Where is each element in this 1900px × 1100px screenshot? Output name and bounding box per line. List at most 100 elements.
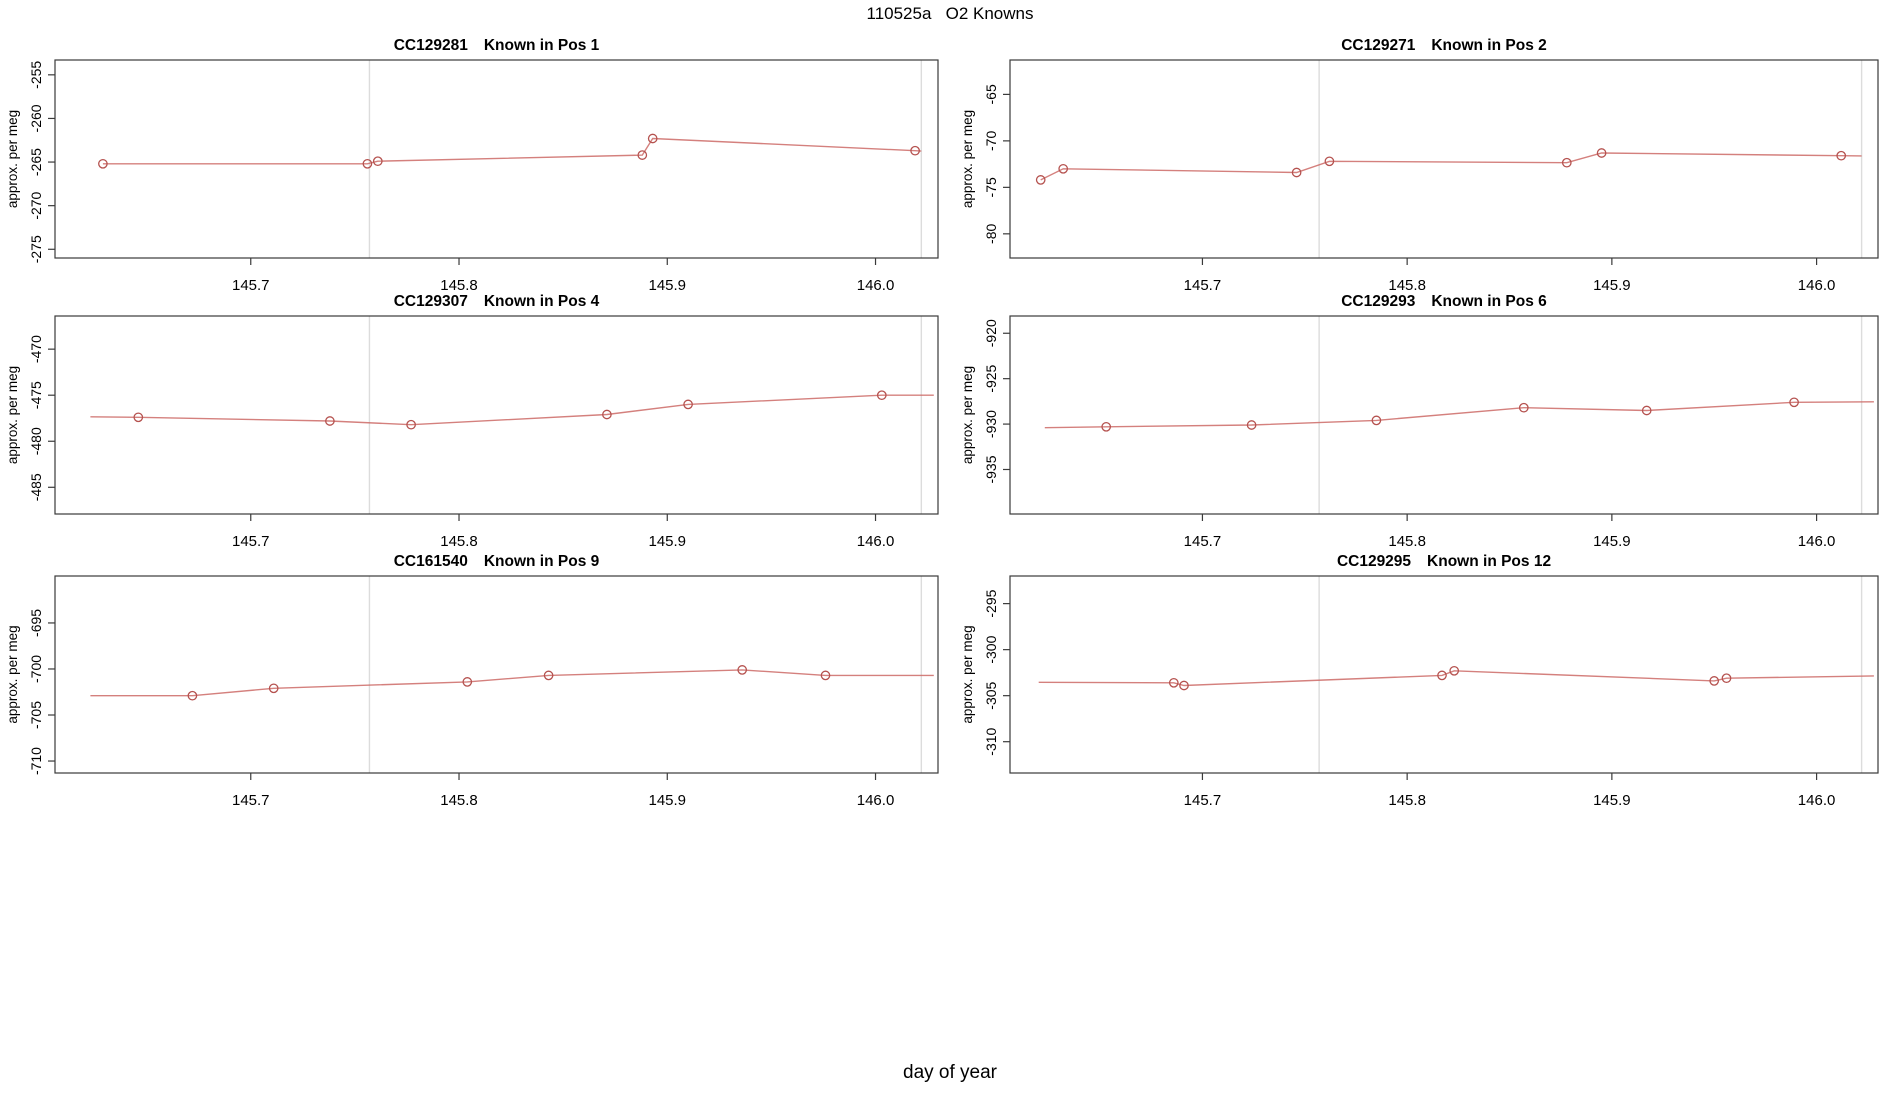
y-tick-label: -695 (28, 609, 44, 637)
plot-title-position: Known in Pos 1 (484, 37, 600, 54)
data-point-marker (1641, 405, 1652, 416)
x-tick-label: 146.0 (1798, 533, 1836, 550)
data-point-marker (1179, 680, 1189, 691)
y-tick-label: -295 (983, 589, 999, 617)
y-tick-label: -930 (983, 410, 999, 438)
x-tick-label: 145.8 (1388, 277, 1426, 294)
x-tick-label: 146.0 (1798, 792, 1836, 809)
plot-title: CC129295 Known in Pos 12 (1337, 553, 1551, 570)
y-tick-label: -80 (983, 223, 999, 243)
x-tick-label: 145.9 (1593, 792, 1631, 809)
data-point-marker (1101, 421, 1112, 432)
x-tick-label: 145.8 (1388, 533, 1426, 550)
data-point-marker (406, 419, 416, 430)
plot-title: CC129271 Known in Pos 2 (1341, 37, 1547, 54)
y-tick-label: -275 (28, 235, 44, 263)
data-point-marker (133, 412, 144, 423)
series-line (1040, 152, 1862, 181)
series-line (90, 669, 934, 697)
data-point-marker (876, 390, 887, 401)
data-point-marker (1721, 673, 1732, 684)
data-point-marker (1836, 150, 1847, 161)
y-tick-label: -70 (983, 131, 999, 151)
data-point-marker (325, 416, 335, 426)
data-point-marker (1291, 167, 1302, 178)
x-tick-label: 145.9 (1593, 533, 1631, 550)
subplot-CC129271: 145.7 145.8 145.9 146.0 -65 -70 -75 -80 approx. … (960, 37, 1879, 294)
plot-title-code: CC129295 (1337, 553, 1411, 570)
data-point-marker (1449, 665, 1460, 676)
data-point-marker (1058, 163, 1069, 174)
x-tick-label: 146.0 (857, 533, 895, 550)
y-tick-label: -300 (983, 635, 999, 663)
y-tick-label: -270 (28, 191, 44, 219)
y-tick-label: -65 (983, 84, 999, 104)
y-tick-label: -255 (28, 61, 44, 89)
plot-title-position: Known in Pos 12 (1427, 553, 1551, 570)
y-tick-label: -260 (28, 104, 44, 132)
x-tick-label: 145.7 (232, 533, 270, 550)
plot-frame (54, 59, 939, 259)
x-axis-title: day of year (903, 1062, 997, 1083)
y-tick-label: -925 (983, 364, 999, 392)
data-point-marker (602, 409, 612, 420)
plot-title-position: Known in Pos 6 (1431, 293, 1547, 310)
x-tick-label: 145.9 (648, 792, 686, 809)
y-tick-label: -480 (28, 427, 44, 455)
data-point-marker (1035, 175, 1046, 185)
x-tick-label: 145.8 (440, 277, 478, 294)
x-tick-label: 145.7 (232, 792, 270, 809)
plot-title-code: CC129281 (394, 37, 468, 54)
data-point-marker (1371, 415, 1382, 426)
subplot-CC161540: 145.7 145.8 145.9 146.0 -695 -700 -705 -710 appr… (5, 553, 939, 809)
data-point-marker (1324, 156, 1335, 167)
plot-frame (54, 575, 939, 774)
data-point-marker (372, 156, 383, 167)
data-point-marker (268, 683, 279, 694)
data-point-marker (910, 145, 920, 156)
x-tick-label: 145.8 (1388, 792, 1426, 809)
data-point-marker (187, 690, 198, 701)
plot-title-position: Known in Pos 9 (484, 553, 600, 570)
data-point-marker (820, 670, 831, 681)
y-tick-label: -705 (28, 701, 44, 729)
x-tick-label: 146.0 (1798, 277, 1836, 294)
x-tick-label: 146.0 (857, 277, 895, 294)
x-tick-label: 145.7 (1184, 277, 1222, 294)
data-point-marker (1437, 670, 1447, 681)
plot-title: CC129293 Known in Pos 6 (1341, 293, 1547, 310)
series-line (90, 394, 934, 426)
y-tick-label: -710 (28, 747, 44, 775)
plot-title: CC129281 Known in Pos 1 (394, 37, 600, 54)
plot-title: CC129307 Known in Pos 4 (394, 293, 600, 310)
y-tick-label: -700 (28, 655, 44, 683)
plot-title-code: CC129307 (394, 293, 468, 310)
data-point-marker (637, 150, 648, 160)
subplot-CC129307: 145.7 145.8 145.9 146.0 -470 -475 -480 -485 appr… (5, 293, 939, 550)
y-tick-label: -920 (983, 319, 999, 347)
data-point-marker (1518, 402, 1529, 413)
y-tick-label: -470 (28, 335, 44, 363)
plot-frame (1009, 315, 1879, 515)
data-point-marker (683, 399, 693, 410)
subplot-CC129293: 145.7 145.8 145.9 146.0 -920 -925 -930 -935 appr… (960, 293, 1879, 550)
data-point-marker (1709, 676, 1720, 686)
y-tick-label: -310 (983, 727, 999, 755)
plot-title: CC161540 Known in Pos 9 (394, 553, 600, 570)
data-point-marker (1246, 420, 1257, 430)
x-tick-label: 145.8 (440, 792, 478, 809)
plot-title-code: CC129293 (1341, 293, 1415, 310)
data-point-marker (1596, 148, 1607, 158)
x-tick-label: 145.7 (232, 277, 270, 294)
y-tick-label: -475 (28, 381, 44, 409)
data-point-marker (98, 158, 108, 169)
y-axis-label: approx. per meg (960, 110, 975, 208)
data-point-marker (543, 670, 554, 681)
series-line (1044, 401, 1874, 429)
data-point-marker (737, 665, 748, 675)
y-tick-label: -305 (983, 681, 999, 709)
data-point-marker (362, 158, 373, 169)
plot-frame (1009, 59, 1879, 259)
plot-title-position: Known in Pos 4 (484, 293, 600, 310)
plot-frame (1009, 575, 1879, 774)
